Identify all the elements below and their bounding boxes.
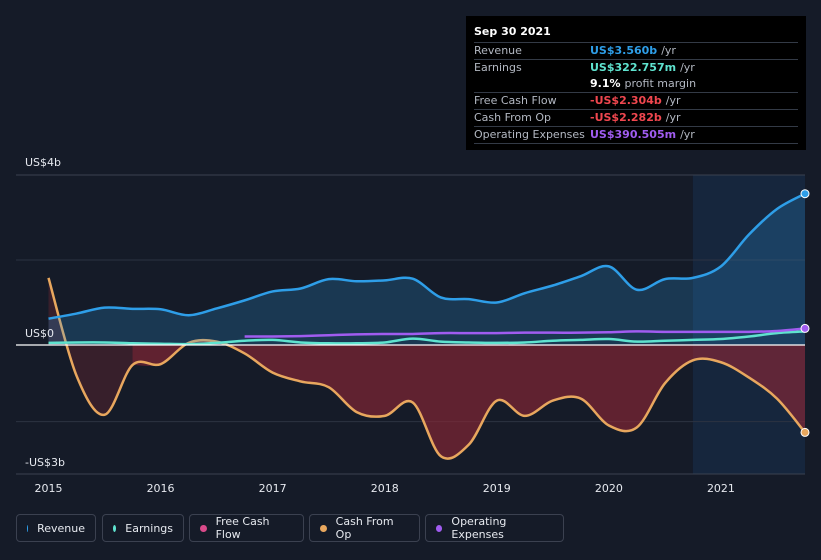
cash-from-op-line <box>47 277 806 460</box>
tooltip-value: US$390.505m <box>590 128 677 141</box>
tooltip-value: 9.1% <box>590 77 621 90</box>
tooltip-label: Free Cash Flow <box>474 94 557 107</box>
earnings-dot-icon <box>113 524 117 532</box>
tooltip-value: US$3.560b <box>590 44 658 57</box>
legend-label: Revenue <box>37 521 85 535</box>
y-tick-label-zero: US$0 <box>25 327 55 340</box>
legend-earnings[interactable]: Earnings <box>102 514 184 542</box>
cash-from-op-end-marker <box>800 427 810 437</box>
x-tick-label: 2018 <box>371 482 399 495</box>
tooltip-label: Cash From Op <box>474 111 552 124</box>
tooltip-row-operating-expenses: Operating Expenses US$390.505m /yr <box>474 127 798 144</box>
x-tick-label: 2015 <box>35 482 63 495</box>
tooltip-label: Revenue <box>474 44 522 57</box>
y-tick-label-bottom: -US$3b <box>25 456 65 469</box>
x-tick-label: 2017 <box>259 482 287 495</box>
tooltip-value: -US$2.304b <box>590 94 662 107</box>
tooltip-row-revenue: Revenue US$3.560b /yr <box>474 43 798 60</box>
x-tick-label: 2019 <box>483 482 511 495</box>
revenue-dot-icon <box>27 524 29 532</box>
legend-label: Operating Expenses <box>451 515 507 541</box>
tooltip-unit: profit margin <box>624 77 697 90</box>
legend-label: Earnings <box>125 521 173 535</box>
tooltip-value: -US$2.282b <box>590 111 662 124</box>
tooltip-unit: /yr <box>665 94 681 107</box>
data-tooltip: Sep 30 2021 Revenue US$3.560b /yr Earnin… <box>466 16 806 150</box>
operating-expenses-dot-icon <box>436 524 443 532</box>
tooltip-row-cash-from-op: Cash From Op -US$2.282b /yr <box>474 110 798 127</box>
free-cash-flow-area <box>132 340 805 459</box>
earnings-line <box>48 330 806 346</box>
tooltip-unit: /yr <box>665 111 681 124</box>
cash-from-op-dot-icon <box>320 524 327 532</box>
revenue-line <box>48 192 806 320</box>
free-cash-flow-dot-icon <box>200 524 207 532</box>
tooltip-row-earnings: Earnings US$322.757m /yr <box>474 60 798 76</box>
x-tick-label: 2021 <box>707 482 735 495</box>
tooltip-date: Sep 30 2021 <box>474 24 798 43</box>
forecast-highlight <box>692 175 805 474</box>
tooltip-row-margin: 9.1% profit margin <box>474 76 798 93</box>
tooltip-label: Operating Expenses <box>474 128 585 141</box>
revenue-area <box>48 193 806 345</box>
cash-from-op-area <box>48 277 806 459</box>
legend-revenue[interactable]: Revenue <box>16 514 96 542</box>
legend-operating-expenses[interactable]: Operating Expenses <box>425 514 564 542</box>
legend-free-cash-flow[interactable]: Free Cash Flow <box>189 514 304 542</box>
tooltip-unit: /yr <box>680 61 695 74</box>
tooltip-value: US$322.757m <box>590 61 677 74</box>
legend-label: Free Cash Flow <box>215 515 270 541</box>
tooltip-label <box>474 76 590 92</box>
revenue-end-marker <box>800 189 810 199</box>
legend-cash-from-op[interactable]: Cash From Op <box>309 514 420 542</box>
y-tick-label-top: US$4b <box>25 156 62 169</box>
tooltip-label: Earnings <box>474 61 522 74</box>
tooltip-unit: /yr <box>680 128 695 141</box>
operating-expenses-end-marker <box>800 323 810 333</box>
x-tick-label: 2020 <box>595 482 623 495</box>
tooltip-unit: /yr <box>661 44 676 57</box>
x-tick-label: 2016 <box>147 482 175 495</box>
legend-label: Cash From Op <box>335 515 394 541</box>
tooltip-row-free-cash-flow: Free Cash Flow -US$2.304b /yr <box>474 93 798 110</box>
